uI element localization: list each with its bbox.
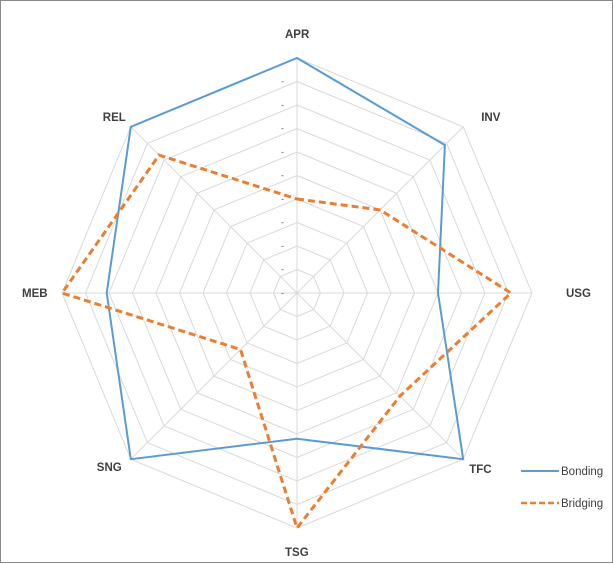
spoke-tfc <box>296 292 464 460</box>
axis-label-sng: SNG <box>97 462 122 474</box>
legend-label-bonding: Bonding <box>561 466 603 478</box>
axis-label-tsg: TSG <box>285 547 309 559</box>
tick-label: - <box>281 100 284 110</box>
axis-label-apr: APR <box>285 29 310 41</box>
axis-label-usg: USG <box>566 288 591 300</box>
legend-label-bridging: Bridging <box>561 498 603 510</box>
axis-label-meb: MEB <box>22 288 48 300</box>
tick-label: - <box>281 288 284 298</box>
axis-label-tfc: TFC <box>469 464 491 476</box>
legend: Bonding Bridging <box>521 466 603 510</box>
grid-layer <box>61 57 533 529</box>
tick-label: - <box>281 147 284 157</box>
tick-label: - <box>281 194 284 204</box>
axis-label-layer: APR INV USG TFC TSG SNG MEB REL <box>22 29 591 559</box>
tick-label: - <box>281 241 284 251</box>
series-bonding <box>105 56 465 461</box>
tick-label: - <box>281 218 284 228</box>
spoke-rel <box>130 126 298 294</box>
spoke-sng <box>130 292 298 460</box>
tick-layer: - - - - - - - - - - <box>281 77 284 299</box>
axis-label-rel: REL <box>103 112 126 124</box>
series-layer <box>59 56 514 532</box>
tick-label: - <box>281 77 284 87</box>
axis-label-inv: INV <box>481 112 501 124</box>
tick-label: - <box>281 171 284 181</box>
tick-label: - <box>281 124 284 134</box>
tick-label: - <box>281 265 284 275</box>
series-bridging <box>59 153 514 532</box>
